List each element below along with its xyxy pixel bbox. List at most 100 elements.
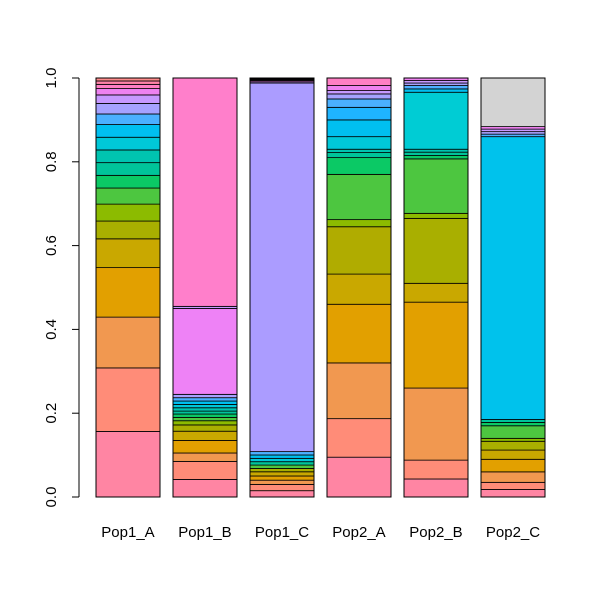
bar-segment: [95, 124, 161, 138]
bar-segment: [326, 119, 392, 138]
bar-segment: [172, 430, 238, 441]
bar-segment: [403, 212, 469, 219]
bar-Pop1_C: [249, 77, 315, 498]
bar-segment: [95, 203, 161, 222]
bar-segment: [480, 471, 546, 483]
bar-segment: [249, 451, 315, 456]
bar-segment: [172, 424, 238, 432]
x-tick-label: Pop1_C: [255, 524, 309, 541]
bar-segment: [249, 457, 315, 463]
bar-segment: [95, 136, 161, 151]
bar-segment: [403, 158, 469, 214]
bar-segment: [95, 238, 161, 269]
bar-segment: [249, 483, 315, 492]
bar-segment: [326, 98, 392, 108]
bar-segment: [95, 267, 161, 318]
x-tick-label: Pop2_A: [332, 524, 385, 541]
bar-segment: [95, 102, 161, 115]
bar-Pop2_A: [326, 77, 392, 498]
bar-segment: [326, 418, 392, 458]
bar-segment: [403, 459, 469, 480]
bar-segment: [172, 420, 238, 426]
bar-segment: [326, 273, 392, 305]
bar-segment: [95, 367, 161, 432]
bar-Pop1_B: [172, 77, 238, 498]
x-tick-label: Pop1_A: [101, 524, 154, 541]
bar-segment: [249, 479, 315, 485]
bar-outline: [326, 77, 392, 498]
bar-segment: [480, 458, 546, 473]
bar-segment: [480, 437, 546, 442]
bars: [95, 77, 546, 498]
bar-segment: [326, 152, 392, 159]
bar-segment: [403, 155, 469, 160]
bar-outline: [249, 77, 315, 498]
bar-segment: [480, 419, 546, 423]
bar-segment: [95, 83, 161, 89]
bar-segment: [172, 452, 238, 462]
bar-segment: [172, 308, 238, 395]
bar-segment: [95, 220, 161, 240]
bar-outline: [480, 77, 546, 498]
bar-segment: [403, 282, 469, 303]
bar-segment: [326, 136, 392, 150]
bar-segment: [403, 387, 469, 461]
bar-segment: [480, 77, 546, 128]
bar-segment: [95, 88, 161, 96]
x-tick-label: Pop2_B: [409, 524, 462, 541]
bar-segment: [403, 478, 469, 498]
bar-segment: [326, 362, 392, 420]
bar-Pop2_B: [403, 77, 469, 498]
bar-outline: [172, 77, 238, 498]
bar-segment: [172, 400, 238, 405]
bar-segment: [326, 456, 392, 498]
bar-outline: [95, 77, 161, 498]
bar-segment: [172, 416, 238, 422]
bar-segment: [172, 407, 238, 412]
bar-segment: [172, 479, 238, 498]
y-tick-label: 0.2: [43, 403, 60, 424]
bar-segment: [95, 80, 161, 85]
bar-segment: [326, 106, 392, 121]
bar-segment: [95, 149, 161, 164]
bar-segment: [480, 136, 546, 420]
bar-segment: [249, 464, 315, 469]
bar-segment: [95, 94, 161, 104]
bar-segment: [326, 219, 392, 228]
bar-segment: [403, 151, 469, 156]
x-tick-label: Pop1_B: [178, 524, 231, 541]
bar-segment: [172, 413, 238, 418]
bar-segment: [172, 397, 238, 402]
bar-segment: [403, 85, 469, 90]
x-tick-label: Pop2_C: [486, 524, 540, 541]
bar-segment: [480, 425, 546, 439]
bar-segment: [249, 468, 315, 473]
bar-segment: [95, 187, 161, 205]
bar-segment: [172, 410, 238, 415]
y-tick-label: 0.0: [43, 487, 60, 508]
bar-segment: [172, 404, 238, 409]
bar-outline: [403, 77, 469, 498]
bar-segment: [326, 157, 392, 175]
bar-segment: [172, 440, 238, 454]
bar-segment: [249, 490, 315, 498]
bar-segment: [403, 217, 469, 284]
bar-segment: [403, 91, 469, 150]
bar-segment: [95, 113, 161, 125]
bar-segment: [480, 449, 546, 460]
bar-segment: [480, 422, 546, 427]
bar-segment: [326, 148, 392, 153]
x-axis-labels: Pop1_A Pop1_B Pop1_C Pop2_A Pop2_B Pop2_C: [101, 524, 540, 541]
bar-segment: [249, 82, 315, 453]
bar-segment: [172, 393, 238, 399]
bar-segment: [95, 162, 161, 176]
y-tick-label: 1.0: [43, 68, 60, 89]
bar-segment: [403, 301, 469, 389]
bar-segment: [480, 489, 546, 498]
bar-segment: [95, 174, 161, 189]
bar-Pop1_A: [95, 77, 161, 498]
y-tick-label: 0.4: [43, 319, 60, 340]
bar-segment: [249, 471, 315, 477]
bar-segment: [480, 440, 546, 451]
